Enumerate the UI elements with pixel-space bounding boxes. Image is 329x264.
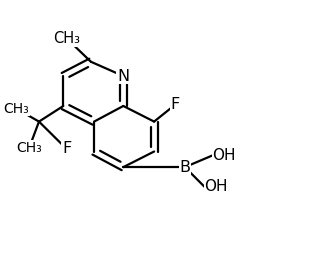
Text: CH₃: CH₃ xyxy=(53,31,80,46)
Text: OH: OH xyxy=(204,179,228,194)
Text: CH₃: CH₃ xyxy=(16,141,42,155)
Text: F: F xyxy=(62,142,71,156)
Text: CH₃: CH₃ xyxy=(3,102,29,116)
Text: B: B xyxy=(179,160,190,175)
Text: N: N xyxy=(117,69,129,83)
Text: F: F xyxy=(170,97,180,112)
Text: OH: OH xyxy=(213,148,236,163)
